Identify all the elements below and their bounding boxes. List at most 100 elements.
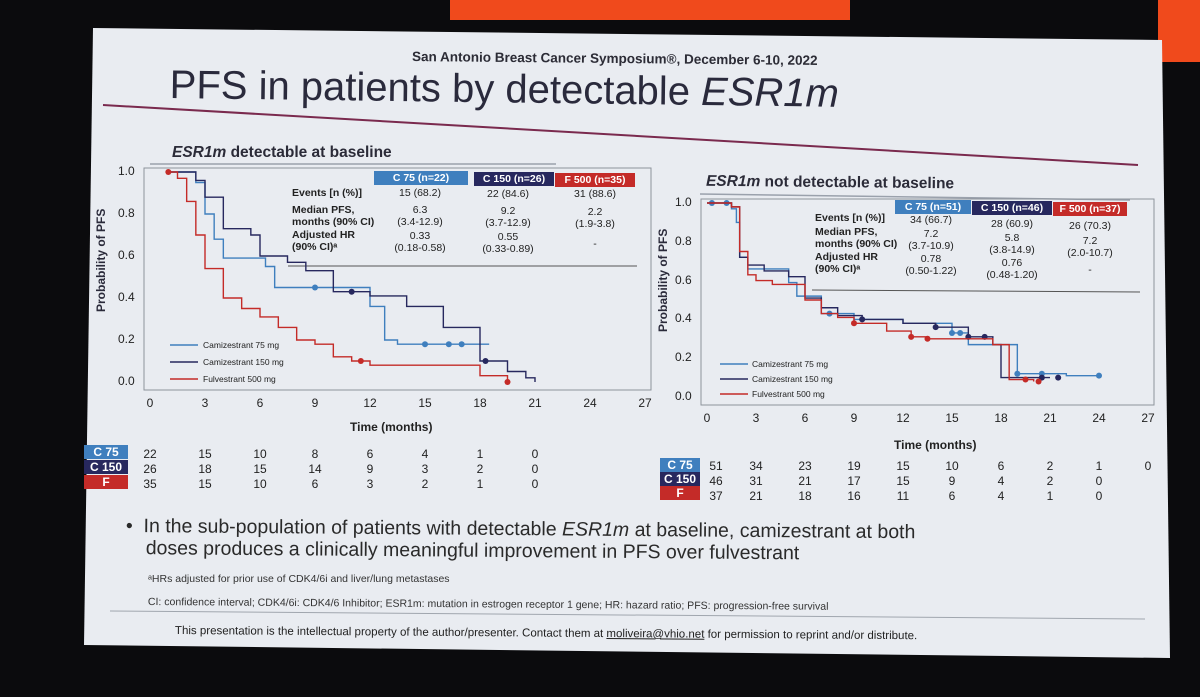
left-risk-label-f: F <box>84 475 128 489</box>
right-row-hr-ci: (90% CI)ᵃ <box>815 263 861 275</box>
left-risk-1-6: 2 <box>476 462 484 476</box>
title-text: PFS in patients by detectable <box>169 63 702 114</box>
left-risk-2-4: 3 <box>366 477 374 491</box>
right-risk-1-2: 21 <box>798 474 812 488</box>
left-xtick-0: 0 <box>146 396 154 410</box>
left-hr-ci-c150: (0.33-0.89) <box>482 243 534 255</box>
right-xtick-7: 21 <box>1043 411 1057 425</box>
left-risk-0-6: 1 <box>476 447 484 461</box>
left-events-c75: 15 (68.2) <box>398 187 442 199</box>
left-risk-label-c75: C 75 <box>84 445 128 459</box>
conference-banner: San Antonio Breast Cancer Symposium®, De… <box>411 49 818 68</box>
left-hr-f500: - <box>593 238 597 250</box>
right-risk-2-0: 37 <box>709 489 723 503</box>
right-median-ci-c75: (3.7-10.9) <box>908 240 954 252</box>
left-xtick-5: 15 <box>418 396 432 410</box>
left-risk-label-c150: C 150 <box>84 460 128 474</box>
left-risk-0-0: 22 <box>143 447 157 461</box>
left-xtick-3: 9 <box>311 396 319 410</box>
contact-email-link[interactable]: moliveira@vhio.net <box>606 628 705 641</box>
right-risk-0-6: 6 <box>997 459 1005 473</box>
right-risk-0-9: 0 <box>1144 459 1152 473</box>
left-row-median: Median PFS, <box>292 204 355 216</box>
bullet-point: • In the sub-population of patients with… <box>126 515 916 565</box>
right-y-axis-label: Probability of PFS <box>656 228 670 332</box>
right-xtick-1: 3 <box>752 411 760 425</box>
right-xtick-2: 6 <box>801 411 809 425</box>
right-xtick-9: 27 <box>1141 411 1155 425</box>
right-risk-0-7: 2 <box>1046 459 1054 473</box>
left-median-ci-f500: (1.9-3.8) <box>575 218 615 230</box>
left-median-ci-c150: (3.7-12.9) <box>485 217 531 229</box>
right-ytick-4: 0.8 <box>675 233 692 248</box>
right-header-c150: C 150 (n=46) <box>972 201 1052 215</box>
right-median-c75: 7.2 <box>923 228 939 240</box>
left-events-f500: 31 (88.6) <box>573 188 617 200</box>
right-header-f500: F 500 (n=37) <box>1053 202 1127 216</box>
left-hr-c150: 0.55 <box>497 231 519 243</box>
left-row-hr: Adjusted HR <box>292 229 355 241</box>
right-risk-2-8: 0 <box>1095 489 1103 503</box>
left-row-hr-ci: (90% CI)ᵃ <box>292 241 338 253</box>
left-events-c150: 22 (84.6) <box>486 188 530 200</box>
stage-light-top <box>450 0 850 20</box>
slide-title: PFS in patients by detectable ESR1m <box>169 63 839 117</box>
left-risk-2-0: 35 <box>143 477 157 491</box>
left-median-f500: 2.2 <box>587 206 603 218</box>
left-xtick-9: 27 <box>638 396 652 410</box>
right-risk-0-8: 1 <box>1095 459 1103 473</box>
right-risk-label-c75: C 75 <box>660 458 700 472</box>
left-median-c150: 9.2 <box>500 205 516 217</box>
right-xtick-3: 9 <box>850 411 858 425</box>
right-risk-label-c150: C 150 <box>660 472 700 486</box>
left-ytick-1: 0.2 <box>118 332 135 346</box>
right-risk-1-4: 15 <box>896 474 910 488</box>
right-hr-ci-c75: (0.50-1.22) <box>905 265 957 277</box>
copyright-footer: This presentation is the intellectual pr… <box>174 625 918 643</box>
abbreviations: CI: confidence interval; CDK4/6i: CDK4/6… <box>147 596 829 613</box>
right-risk-2-1: 21 <box>749 489 763 503</box>
left-row-events: Events [n (%)] <box>292 187 363 199</box>
left-median-c75: 6.3 <box>412 204 428 216</box>
right-hr-ci-c150: (0.48-1.20) <box>986 269 1038 281</box>
right-hr-f500: - <box>1088 264 1092 276</box>
right-risk-0-4: 15 <box>896 459 910 473</box>
right-median-ci-c150: (3.8-14.9) <box>989 244 1035 256</box>
right-legend-f500: Fulvestrant 500 mg <box>752 389 825 399</box>
left-xtick-4: 12 <box>363 396 377 410</box>
right-risk-1-5: 9 <box>948 474 956 488</box>
right-risk-0-2: 23 <box>798 459 812 473</box>
right-events-f500: 26 (70.3) <box>1068 220 1112 232</box>
left-median-ci-c75: (3.4-12.9) <box>397 216 443 228</box>
right-median-c150: 5.8 <box>1004 232 1020 244</box>
right-ytick-0: 0.0 <box>675 389 692 403</box>
left-risk-2-7: 0 <box>531 477 539 491</box>
title-italic: ESR1m <box>700 69 840 116</box>
right-risk-1-6: 4 <box>997 474 1005 488</box>
left-y-axis-label: Probability of PFS <box>94 208 108 312</box>
right-risk-0-0: 51 <box>709 459 723 473</box>
right-risk-2-4: 11 <box>896 489 910 503</box>
right-events-c150: 28 (60.9) <box>990 218 1034 230</box>
right-risk-1-8: 0 <box>1095 474 1103 488</box>
right-risk-1-1: 31 <box>749 474 763 488</box>
left-risk-0-3: 8 <box>311 447 319 461</box>
right-xtick-8: 24 <box>1092 411 1106 425</box>
left-legend-f500: Fulvestrant 500 mg <box>203 374 276 384</box>
left-risk-2-1: 15 <box>198 477 212 491</box>
left-xtick-1: 3 <box>201 396 209 410</box>
left-ytick-5: 1.0 <box>118 164 135 178</box>
left-legend-c150: Camizestrant 150 mg <box>203 357 284 367</box>
left-hr-ci-c75: (0.18-0.58) <box>394 242 446 254</box>
left-header-f500: F 500 (n=35) <box>555 173 635 187</box>
right-xtick-6: 18 <box>994 411 1008 425</box>
left-risk-2-5: 2 <box>421 477 429 491</box>
right-ytick-5: 1.0 <box>675 195 692 209</box>
right-events-c75: 34 (66.7) <box>909 214 953 226</box>
left-row-median-ci: months (90% CI) <box>292 216 375 228</box>
left-risk-0-2: 10 <box>253 447 267 461</box>
left-ytick-2: 0.4 <box>118 290 135 304</box>
right-row-median: Median PFS, <box>815 226 878 238</box>
right-header-c75: C 75 (n=51) <box>895 200 971 214</box>
